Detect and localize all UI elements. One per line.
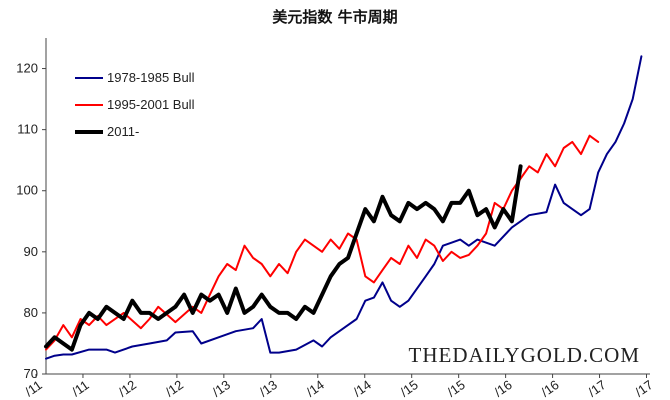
series-line-1 bbox=[45, 55, 643, 360]
axes bbox=[45, 38, 650, 375]
series-line-2 bbox=[45, 134, 600, 351]
x-tick-label: /12 bbox=[116, 377, 139, 400]
legend: 1978-1985 Bull 1995-2001 Bull 2011- bbox=[75, 70, 195, 139]
y-tick-label: 70 bbox=[24, 366, 38, 381]
x-tick-label: /14 bbox=[350, 377, 373, 400]
y-tick-label: 80 bbox=[24, 305, 38, 320]
legend-label-3: 2011- bbox=[107, 124, 139, 139]
watermark: THEDAILYGOLD.COM bbox=[409, 343, 640, 367]
x-tick-label: /17 bbox=[585, 377, 608, 400]
x-tick-label: /17 bbox=[632, 377, 655, 400]
x-tick-label: /13 bbox=[257, 377, 280, 400]
legend-label-2: 1995-2001 Bull bbox=[107, 97, 195, 112]
x-tick-label: /14 bbox=[303, 377, 326, 400]
series-line-3 bbox=[44, 164, 523, 352]
chart-title: 美元指数 牛市周期 bbox=[272, 8, 398, 26]
y-tick-label: 100 bbox=[16, 183, 38, 198]
y-axis-ticks: 70 80 90 100 110 120 bbox=[16, 61, 46, 381]
series-layer bbox=[44, 55, 643, 360]
x-tick-label: /11 bbox=[69, 377, 92, 399]
x-tick-label: /16 bbox=[491, 377, 514, 400]
x-tick-label: /16 bbox=[538, 377, 561, 400]
x-tick-label: /12 bbox=[163, 377, 186, 400]
x-tick-label: /15 bbox=[444, 377, 467, 400]
y-tick-label: 110 bbox=[17, 122, 38, 137]
legend-label-1: 1978-1985 Bull bbox=[107, 70, 195, 85]
x-axis-ticks: /11/11/12/12/13/13/14/14/15/15/16/16/17/… bbox=[22, 374, 656, 400]
y-tick-label: 120 bbox=[16, 61, 38, 76]
y-tick-label: 90 bbox=[24, 244, 38, 259]
x-tick-label: /13 bbox=[210, 377, 233, 400]
x-tick-label: /15 bbox=[397, 377, 420, 400]
